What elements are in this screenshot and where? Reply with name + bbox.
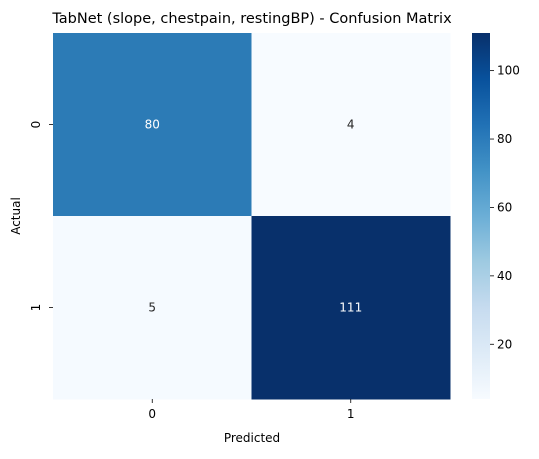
chart-title: TabNet (slope, chestpain, restingBP) - C…	[51, 11, 452, 27]
y-axis-label: Actual	[9, 197, 23, 235]
y-tick-label-1: 1	[29, 304, 43, 312]
heatmap-cell-1-1	[251, 216, 451, 400]
cell-value-label-1-0: 5	[148, 301, 156, 315]
heatmap-cells	[53, 33, 451, 400]
colorbar-tick-label-2: 60	[497, 200, 512, 214]
colorbar-tick-label-3: 80	[497, 132, 512, 146]
colorbar-tick-label-0: 20	[497, 337, 512, 351]
heatmap-cell-0-0	[53, 33, 252, 217]
y-tick-label-0: 0	[29, 121, 43, 129]
x-axis-label: Predicted	[224, 431, 280, 445]
heatmap-cell-1-0	[53, 216, 252, 400]
heatmap-cell-0-1	[251, 33, 451, 217]
colorbar-ticks: 20 40 60 80 100	[490, 64, 520, 351]
colorbar	[472, 33, 490, 399]
y-axis: 01	[29, 121, 53, 312]
heatmap-cell-labels: 80 4 5 111	[145, 118, 363, 315]
cell-value-label-0-0: 80	[145, 118, 160, 132]
x-tick-label-1: 1	[347, 407, 355, 421]
colorbar-tick-label-1: 40	[497, 269, 512, 283]
cell-value-label-0-1: 4	[347, 118, 355, 132]
colorbar-tick-label-4: 100	[497, 64, 520, 78]
cell-value-label-1-1: 111	[339, 301, 362, 315]
x-tick-label-0: 0	[148, 407, 156, 421]
